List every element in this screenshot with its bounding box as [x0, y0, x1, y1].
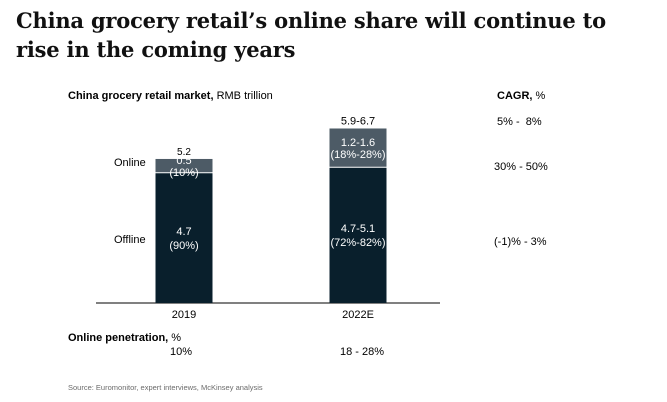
total-label-2019: 5.2 — [177, 147, 191, 158]
page-title: China grocery retail’s online share will… — [16, 8, 606, 62]
data-label-online-2022e: 1.2-1.6 (18%-28%) — [330, 137, 385, 161]
cagr-header-unit: % — [532, 90, 546, 102]
penetration-value-2022e: 18 - 28% — [340, 346, 385, 358]
online-penetration-label: Online penetration, % — [68, 331, 181, 345]
penetration-label-unit: % — [168, 332, 182, 344]
total-label-2022e: 5.9-6.7 — [341, 115, 375, 127]
cagr-online: 30% - 50% — [494, 161, 548, 173]
cagr-header-bold: CAGR, — [497, 90, 533, 102]
chart-subtitle: China grocery retail market, RMB trillio… — [68, 90, 273, 102]
subtitle-bold: China grocery retail market, — [68, 90, 214, 102]
cagr-total: 5% - 8% — [497, 116, 542, 128]
bar-online-2022e — [329, 128, 387, 168]
cagr-offline: (-1)% - 3% — [494, 236, 547, 248]
bar-online-2019 — [155, 158, 213, 173]
x-tick-label-2022e: 2022E — [342, 309, 374, 321]
bar-offline-2019 — [155, 172, 213, 303]
penetration-value-2019: 10% — [170, 346, 193, 358]
data-label-offline-2019: 4.7 (90%) — [169, 226, 198, 252]
subtitle-unit: RMB trillion — [213, 90, 273, 102]
source-note: Source: Euromonitor, expert interviews, … — [68, 383, 263, 392]
cagr-header: CAGR, % — [497, 90, 545, 102]
legend-online: Online — [114, 157, 146, 169]
legend-offline: Offline — [114, 234, 146, 246]
data-label-offline-2022e: 4.7-5.1 (72%-82%) — [330, 223, 385, 249]
data-label-online-2019: 0.5 (10%) — [169, 155, 198, 179]
bar-offline-2022e — [329, 167, 387, 303]
penetration-label-bold: Online penetration, — [68, 332, 169, 344]
x-tick-label-2019: 2019 — [172, 309, 196, 321]
